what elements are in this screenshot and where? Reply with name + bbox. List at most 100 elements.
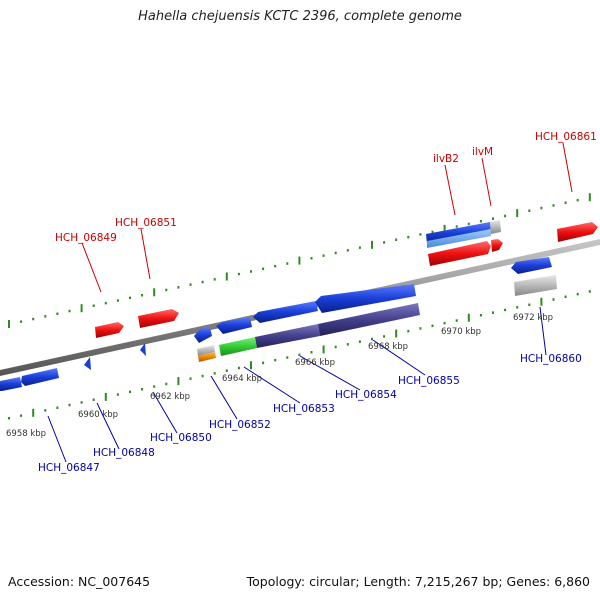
scale-tick [129, 296, 131, 300]
scale-tick [32, 317, 35, 321]
gene-arrow-hch-06854[interactable] [253, 301, 318, 323]
scale-tick [286, 356, 289, 359]
scale-tick [153, 385, 156, 388]
scale-tick [467, 222, 470, 226]
gene-label-hch-06860[interactable]: HCH_06860 [520, 353, 582, 365]
scale-tick [44, 315, 47, 318]
scale-tick [250, 361, 252, 370]
gene-arrow-ilvm[interactable] [491, 239, 503, 252]
gene-arrow-hch-06853[interactable] [216, 317, 252, 334]
scale-tick [298, 256, 301, 265]
gene-arrow-hch-06855[interactable] [315, 284, 416, 313]
scale-tick [334, 345, 337, 349]
feature-bar-hch-06852-gray[interactable] [197, 345, 215, 356]
gene-label-hch-06852[interactable]: HCH_06852 [209, 419, 271, 431]
gene-label-ilvb2[interactable]: ilvB2 [433, 153, 459, 165]
scale-tick [80, 304, 83, 313]
bottom-leader-lines [47, 306, 547, 463]
scale-label-6960: 6960 kbp [78, 410, 118, 420]
scale-tick [479, 220, 482, 223]
scale-tick [92, 304, 95, 307]
feature-bar-ilvb2-lightblue[interactable] [427, 229, 491, 248]
feature-bar-hch-06855-purple[interactable] [318, 303, 420, 336]
gene-label-hch-06854[interactable]: HCH_06854 [335, 389, 397, 401]
scale-tick [189, 377, 192, 380]
scale-tick [104, 392, 107, 401]
scale-tick [165, 288, 168, 292]
gene-label-hch-06850[interactable]: HCH_06850 [150, 432, 212, 444]
gene-label-hch-06853[interactable]: HCH_06853 [273, 403, 335, 415]
gene-arrow-hch-06851[interactable] [138, 309, 179, 328]
gene-arrow-ilvb2[interactable] [428, 241, 491, 266]
scale-labels: 6958 kbp 6960 kbp 6962 kbp 6964 kbp 6966… [6, 313, 553, 439]
feature-bar-hch-06854-purple[interactable] [255, 324, 320, 348]
scale-tick [201, 374, 204, 378]
feature-bar-hch-06860-gray[interactable] [514, 275, 557, 296]
gene-arrow-hch-06861[interactable] [557, 222, 598, 242]
scale-tick [177, 286, 180, 289]
gene-arrow-hch-06847[interactable] [21, 368, 59, 386]
gene-arrow-hch-06852[interactable] [194, 327, 212, 343]
scale-tick [8, 320, 10, 328]
gene-label-hch-06855[interactable]: HCH_06855 [398, 375, 460, 387]
scale-label-6972: 6972 kbp [513, 313, 553, 323]
scale-tick [310, 257, 313, 260]
scale-tick [141, 388, 144, 391]
scale-tick [262, 267, 265, 271]
scale-tick [504, 214, 507, 218]
scale-tick [189, 283, 192, 286]
scale-tick [383, 335, 386, 338]
scale-tick [431, 324, 434, 328]
scale-tick [358, 340, 361, 343]
scale-tick [286, 262, 289, 265]
scale-tick [56, 406, 59, 409]
feature-bar-ilvm-gray[interactable] [490, 220, 501, 234]
scale-tick [129, 390, 131, 394]
scale-tick [576, 198, 579, 202]
scale-tick [213, 372, 216, 375]
top-leader-lines [81, 142, 573, 293]
gene-label-hch-06861[interactable]: HCH_06861 [535, 131, 597, 143]
scale-tick [419, 233, 422, 236]
gene-arrow-hch-06849[interactable] [95, 322, 124, 338]
scale-label-6968: 6968 kbp [368, 342, 408, 352]
scale-tick [383, 241, 386, 244]
scale-tick [564, 201, 567, 204]
scale-tick [68, 403, 71, 407]
scale-label-6970: 6970 kbp [441, 327, 481, 337]
genome-summary-text: Topology: circular; Length: 7,215,267 bp… [246, 574, 590, 589]
scale-tick [68, 309, 71, 313]
scale-tick [540, 206, 543, 210]
scale-tick [407, 329, 410, 333]
scale-tick [32, 408, 35, 417]
scale-tick [371, 240, 373, 249]
scale-tick [419, 327, 422, 330]
scale-tick [20, 414, 23, 417]
scale-tick [322, 254, 325, 257]
feature-bar-hch-06852-orange[interactable] [198, 352, 216, 362]
scale-tick [310, 351, 313, 354]
scale-tick [455, 225, 458, 228]
scale-tick [274, 358, 277, 362]
scale-tick [552, 204, 555, 207]
feature-bar-hch-06853-green[interactable] [219, 337, 257, 356]
scale-tick [262, 361, 265, 365]
scale-tick [20, 320, 23, 323]
gene-arrow-hch-06850[interactable] [140, 343, 146, 356]
gene-label-hch-06847[interactable]: HCH_06847 [38, 462, 100, 474]
gene-arrow-hch-06848[interactable] [84, 357, 91, 370]
scale-tick [431, 230, 434, 234]
scale-tick [552, 298, 555, 301]
gene-label-hch-06851[interactable]: HCH_06851 [115, 217, 177, 229]
scale-tick [395, 329, 398, 338]
scale-tick [516, 306, 519, 309]
scale-tick [213, 278, 216, 281]
gene-label-ilvm[interactable]: ilvM [472, 146, 493, 158]
gene-arrow-hch-06847-a[interactable] [0, 377, 22, 391]
gene-label-hch-06849[interactable]: HCH_06849 [55, 232, 117, 244]
gene-arrow-hch-06860[interactable] [511, 257, 552, 274]
scale-tick [407, 235, 410, 239]
gene-label-hch-06848[interactable]: HCH_06848 [93, 447, 155, 459]
